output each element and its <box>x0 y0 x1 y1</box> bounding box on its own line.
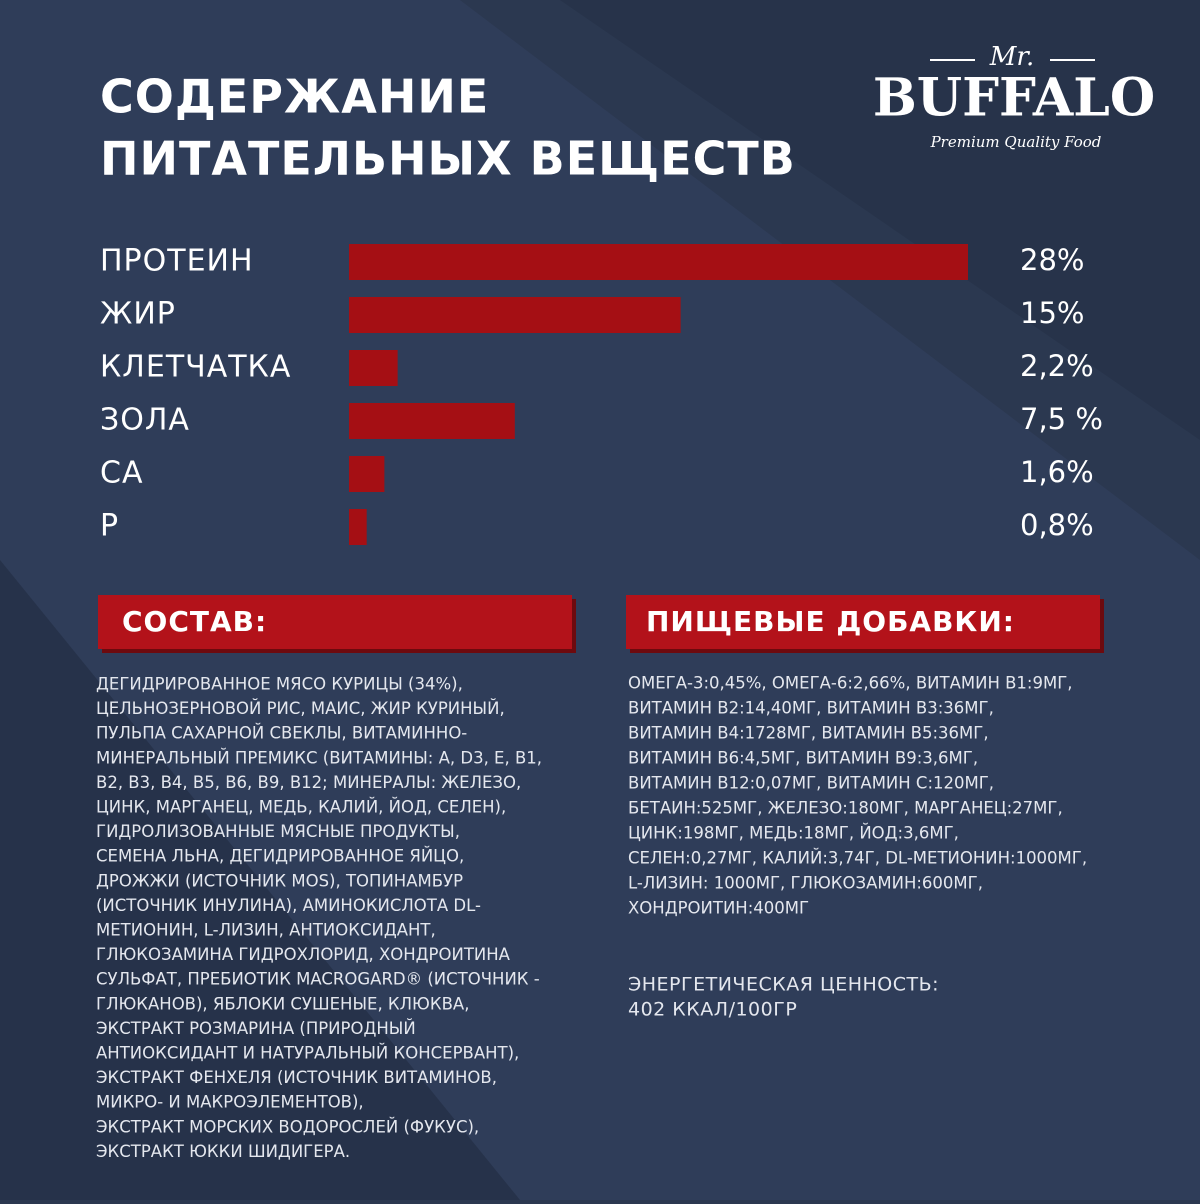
composition-line: ЭКСТРАКТ МОРСКИХ ВОДОРОСЛЕЙ (ФУКУС), <box>96 1117 479 1136</box>
composition-line: ЦИНК, МАРГАНЕЦ, МЕДЬ, КАЛИЙ, ЙОД, СЕЛЕН)… <box>96 798 506 817</box>
section-heading: СОСТАВ: <box>122 605 267 638</box>
bg-shape <box>0 0 1200 440</box>
additive-line: ВИТАМИН B2:14,40МГ, ВИТАМИН B3:36МГ, <box>628 699 994 718</box>
category-label: ПРОТЕИН <box>100 244 254 279</box>
additive-line: ХОНДРОИТИН:400МГ <box>628 899 809 918</box>
value-label: 2,2% <box>1020 349 1094 383</box>
composition-line: ГИДРОЛИЗОВАННЫЕ МЯСНЫЕ ПРОДУКТЫ, <box>96 822 460 841</box>
composition-line: ЭКСТРАКТ ЮККИ ШИДИГЕРА. <box>96 1142 350 1161</box>
category-label: P <box>100 509 119 544</box>
title: СОДЕРЖАНИЕ <box>100 70 489 124</box>
composition-line: СУЛЬФАТ, ПРЕБИОТИК MACROGARD® (ИСТОЧНИК … <box>96 970 540 989</box>
composition-line: МИКРО- И МАКРОЭЛЕМЕНТОВ), <box>96 1093 364 1112</box>
logo-tagline: Premium Quality Food <box>930 133 1102 151</box>
value-label: 15% <box>1020 296 1084 330</box>
composition-line: ПУЛЬПА САХАРНОЙ СВЕКЛЫ, ВИТАМИННО- <box>96 724 467 743</box>
composition-line: ГЛЮКАНОВ), ЯБЛОКИ СУШЕНЫЕ, КЛЮКВА, <box>96 994 469 1013</box>
value-label: 28% <box>1020 243 1084 277</box>
composition-line: B2, B3, B4, B5, B6, B9, B12; МИНЕРАЛЫ: Ж… <box>96 773 521 792</box>
logo-brand: BUFFALO <box>873 68 1155 129</box>
banner <box>626 595 1100 649</box>
value-label: 1,6% <box>1020 455 1094 489</box>
category-label: CA <box>100 456 143 491</box>
value-label: 7,5 % <box>1020 402 1103 436</box>
category-label: ЗОЛА <box>100 403 190 438</box>
logo-prefix: Mr. <box>989 42 1034 72</box>
composition-line: ДЕГИДРИРОВАННОЕ МЯСО КУРИЦЫ (34%), <box>96 675 463 694</box>
additive-line: ВИТАМИН B4:1728МГ, ВИТАМИН B5:36МГ, <box>628 724 989 743</box>
title: ПИТАТЕЛЬНЫХ ВЕЩЕСТВ <box>100 132 796 186</box>
bar <box>349 350 398 386</box>
bar <box>349 297 681 333</box>
additive-line: БЕТАИН:525МГ, ЖЕЛЕЗО:180МГ, МАРГАНЕЦ:27М… <box>628 799 1063 818</box>
category-label: КЛЕТЧАТКА <box>100 350 291 385</box>
additive-line: ВИТАМИН B12:0,07МГ, ВИТАМИН C:120МГ, <box>628 774 994 793</box>
additive-line: СЕЛЕН:0,27МГ, КАЛИЙ:3,74Г, DL-МЕТИОНИН:1… <box>628 849 1087 868</box>
energy-line: 402 ККАЛ/100ГР <box>628 999 797 1021</box>
bar <box>349 244 968 280</box>
bg-shape <box>0 560 520 1200</box>
additive-line: L-ЛИЗИН: 1000МГ, ГЛЮКОЗАМИН:600МГ, <box>628 874 983 893</box>
additive-line: ВИТАМИН B6:4,5МГ, ВИТАМИН B9:3,6МГ, <box>628 749 978 768</box>
bar <box>349 509 367 545</box>
composition-line: ЦЕЛЬНОЗЕРНОВОЙ РИС, МАИС, ЖИР КУРИНЫЙ, <box>96 699 505 718</box>
additive-line: ОМЕГА-3:0,45%, ОМЕГА-6:2,66%, ВИТАМИН B1… <box>628 674 1073 693</box>
composition-line: ДРОЖЖИ (ИСТОЧНИК MOS), ТОПИНАМБУР <box>96 871 463 890</box>
bar <box>349 456 385 492</box>
composition-line: (ИСТОЧНИК ИНУЛИНА), АМИНОКИСЛОТА DL- <box>96 896 481 915</box>
composition-line: ГЛЮКОЗАМИНА ГИДРОХЛОРИД, ХОНДРОИТИНА <box>96 945 511 964</box>
composition-line: МЕТИОНИН, L-ЛИЗИН, АНТИОКСИДАНТ, <box>96 921 436 940</box>
composition-line: ЭКСТРАКТ РОЗМАРИНА (ПРИРОДНЫЙ <box>96 1019 416 1038</box>
additive-line: ЦИНК:198МГ, МЕДЬ:18МГ, ЙОД:3,6МГ, <box>628 824 959 843</box>
category-label: ЖИР <box>100 297 176 332</box>
banner <box>98 595 572 649</box>
energy-line: ЭНЕРГЕТИЧЕСКАЯ ЦЕННОСТЬ: <box>628 974 939 996</box>
section-heading: ПИЩЕВЫЕ ДОБАВКИ: <box>646 605 1015 638</box>
composition-line: АНТИОКСИДАНТ И НАТУРАЛЬНЫЙ КОНСЕРВАНТ), <box>96 1044 519 1063</box>
composition-line: МИНЕРАЛЬНЫЙ ПРЕМИКС (ВИТАМИНЫ: A, D3, E,… <box>96 748 542 767</box>
composition-line: СЕМЕНА ЛЬНА, ДЕГИДРИРОВАННОЕ ЯЙЦО, <box>96 847 464 866</box>
value-label: 0,8% <box>1020 508 1094 542</box>
bar <box>349 403 515 439</box>
logo: Mr. BUFFALO Premium Quality Food <box>873 42 1155 151</box>
composition-line: ЭКСТРАКТ ФЕНХЕЛЯ (ИСТОЧНИК ВИТАМИНОВ, <box>96 1068 497 1087</box>
